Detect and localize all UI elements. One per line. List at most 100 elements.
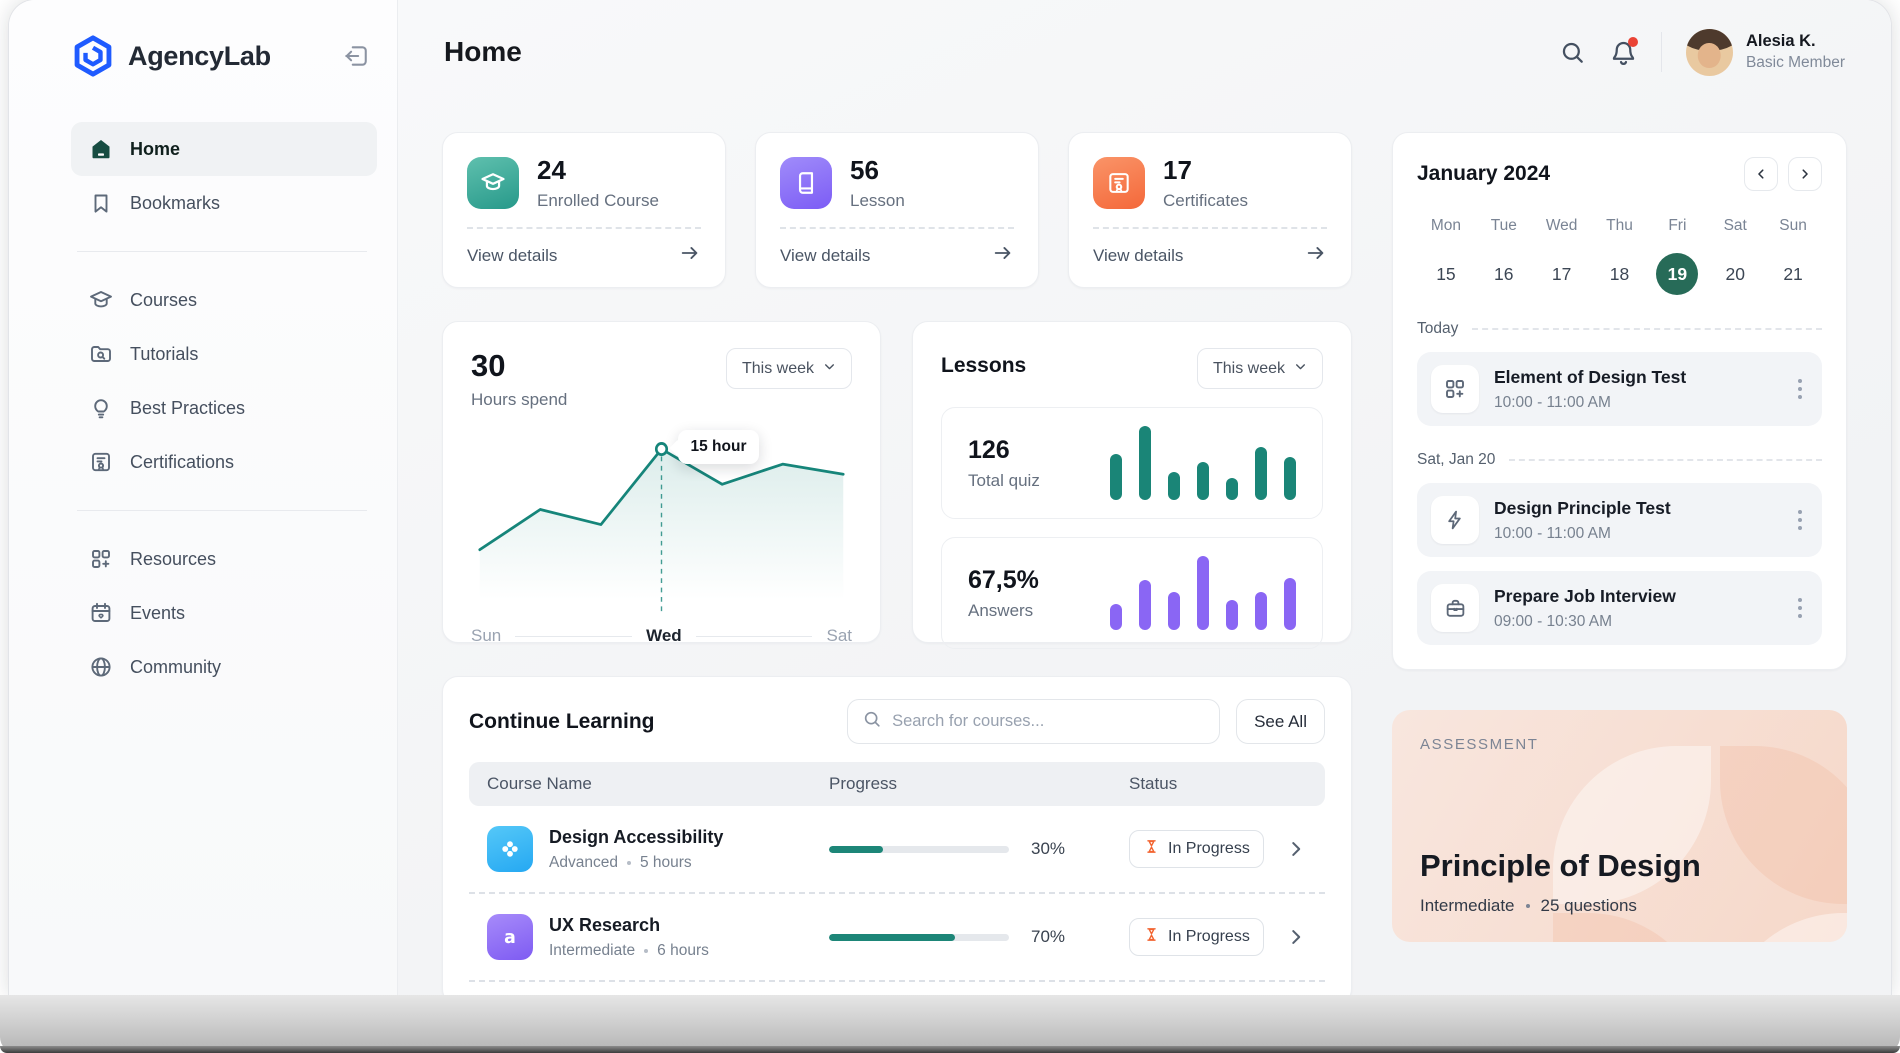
calendar-card: January 2024 Mon Tue Wed Thu Fri Sat S	[1392, 132, 1847, 670]
table-row[interactable]: Design Accessibility Advanced 5 hours	[469, 806, 1325, 894]
quiz-value: 126	[968, 435, 1010, 464]
view-details-label: View details	[1093, 245, 1184, 265]
stat-value: 56	[850, 155, 879, 185]
calendar-day[interactable]: 19	[1656, 253, 1699, 295]
table-header: Course Name Progress Status	[469, 762, 1325, 806]
status-badge: In Progress	[1129, 918, 1264, 956]
search-input[interactable]	[892, 712, 1206, 731]
collapse-sidebar-button[interactable]	[343, 43, 369, 69]
see-all-button[interactable]: See All	[1236, 699, 1325, 744]
column-status: Status	[1129, 774, 1178, 793]
hours-line-chart	[478, 442, 845, 614]
hours-spend-card: 30 Hours spend This week 15 hour	[442, 321, 881, 646]
sidebar-item-label: Resources	[130, 548, 217, 569]
sidebar-item-courses[interactable]: Courses	[71, 273, 377, 327]
topbar-divider	[1660, 32, 1662, 72]
calendar-day[interactable]: 16	[1494, 263, 1514, 284]
dot-separator	[626, 860, 631, 865]
assessment-questions: 25 questions	[1540, 896, 1637, 915]
dashed-line	[1509, 459, 1822, 461]
calendar-weekdays: Mon Tue Wed Thu Fri Sat Sun	[1417, 217, 1822, 235]
calendar-day[interactable]: 17	[1551, 263, 1572, 284]
chevron-right-icon[interactable]	[1285, 838, 1307, 860]
sidebar-item-events[interactable]: Events	[71, 586, 377, 640]
calendar-month: January 2024	[1417, 162, 1551, 185]
lessons-title: Lessons	[941, 354, 1027, 377]
lessons-week-filter[interactable]: This week	[1196, 348, 1323, 389]
answers-bar-chart	[1110, 556, 1296, 630]
sidebar-item-tutorials[interactable]: Tutorials	[71, 327, 377, 381]
axis-label-sun: Sun	[471, 626, 502, 645]
event-menu-button[interactable]	[1792, 504, 1808, 536]
sidebar-item-bookmarks[interactable]: Bookmarks	[71, 176, 377, 230]
sidebar-item-community[interactable]: Community	[71, 640, 377, 694]
topbar-actions: Alesia K. Basic Member	[1559, 28, 1845, 76]
page-title: Home	[444, 36, 522, 67]
bookmark-icon	[89, 191, 113, 215]
stat-label: Enrolled Course	[537, 191, 659, 210]
view-details-link[interactable]: View details	[467, 227, 701, 269]
event-time: 10:00 - 11:00 AM	[1494, 393, 1611, 411]
event-card[interactable]: Design Principle Test 10:00 - 11:00 AM	[1417, 483, 1822, 557]
table-row[interactable]: a UX Research Intermediate 6 hours	[469, 894, 1325, 982]
search-button[interactable]	[1559, 39, 1586, 66]
stat-card-certificates: 17 Certificates View details	[1068, 132, 1352, 288]
weekday-label: Sat	[1723, 217, 1747, 234]
sidebar-item-label: Events	[130, 602, 186, 623]
hours-axis: Sun Wed Sat	[471, 626, 852, 646]
dashed-line	[1472, 328, 1822, 330]
stat-label: Lesson	[850, 191, 905, 210]
hours-week-filter[interactable]: This week	[725, 348, 852, 389]
calendar-prev-button[interactable]	[1744, 157, 1778, 191]
hours-value: 30	[471, 348, 506, 383]
view-details-link[interactable]: View details	[1093, 227, 1327, 269]
status-label: In Progress	[1168, 928, 1250, 945]
view-details-link[interactable]: View details	[780, 227, 1014, 269]
chevron-right-icon[interactable]	[1285, 926, 1307, 948]
event-card[interactable]: Prepare Job Interview 09:00 - 10:30 AM	[1417, 571, 1822, 645]
view-details-label: View details	[467, 245, 558, 265]
progress-bar	[829, 845, 1009, 853]
sidebar-item-label: Community	[130, 656, 222, 677]
chart-tooltip: 15 hour	[677, 430, 760, 464]
view-details-label: View details	[780, 245, 871, 265]
sidebar-item-label: Best Practices	[130, 397, 246, 418]
brand: AgencyLab	[71, 34, 377, 78]
weekday-label: Mon	[1430, 217, 1461, 234]
calendar-day[interactable]: 21	[1783, 263, 1803, 284]
column-progress: Progress	[829, 774, 898, 793]
course-name: Design Accessibility	[549, 826, 724, 847]
calendar-next-button[interactable]	[1788, 157, 1822, 191]
calendar-day[interactable]: 18	[1609, 263, 1630, 284]
sidebar-item-resources[interactable]: Resources	[71, 532, 377, 586]
hours-label: Hours spend	[471, 390, 568, 409]
arrow-right-icon	[1305, 242, 1327, 269]
sidebar-item-best-practices[interactable]: Best Practices	[71, 381, 377, 435]
calendar-day[interactable]: 15	[1436, 263, 1456, 284]
brand-name: AgencyLab	[128, 40, 271, 71]
event-menu-button[interactable]	[1792, 592, 1808, 624]
notifications-button[interactable]	[1610, 36, 1638, 66]
filter-label: This week	[1212, 359, 1285, 377]
decorative-petals	[1553, 746, 1847, 942]
user-menu[interactable]: Alesia K. Basic Member	[1685, 28, 1845, 76]
calendar-day[interactable]: 20	[1725, 263, 1745, 284]
filter-label: This week	[741, 359, 814, 377]
graduation-cap-icon	[467, 157, 519, 209]
sidebar-item-certifications[interactable]: Certifications	[71, 435, 377, 489]
event-menu-button[interactable]	[1792, 373, 1808, 405]
dot-separator	[1525, 904, 1530, 908]
globe-icon	[89, 655, 113, 679]
sidebar-item-home[interactable]: Home	[71, 122, 377, 176]
calendar-days: 15 16 17 18 19 20 21	[1417, 253, 1822, 295]
user-role: Basic Member	[1745, 54, 1845, 71]
group-label: Sat, Jan 20	[1417, 451, 1496, 468]
grid-plus-icon	[1431, 365, 1479, 413]
main-area: Home Alesia K. Basic Member	[398, 0, 1891, 995]
letter-a-icon: a	[487, 914, 533, 960]
left-column: 24 Enrolled Course View details	[442, 132, 1352, 995]
total-quiz-card: 126 Total quiz	[941, 407, 1323, 519]
event-card[interactable]: Element of Design Test 10:00 - 11:00 AM	[1417, 352, 1822, 426]
assessment-banner[interactable]: ASSESSMENT Principle of Design Intermedi…	[1392, 710, 1847, 942]
